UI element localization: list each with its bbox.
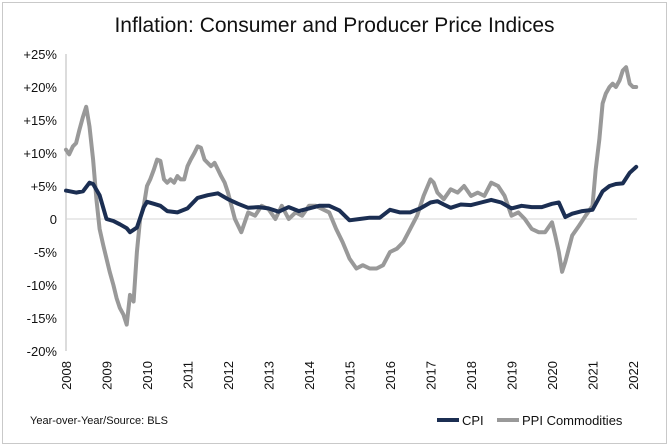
y-tick-label: -10% (27, 278, 58, 293)
x-tick-label: 2009 (99, 361, 114, 390)
x-tick-label: 2019 (504, 361, 519, 390)
x-tick-label: 2015 (342, 361, 357, 390)
y-tick-label: +15% (23, 113, 57, 128)
y-tick-label: 0 (50, 212, 57, 227)
legend-label-cpi: CPI (462, 413, 484, 428)
x-tick-label: 2016 (383, 361, 398, 390)
x-tick-label: 2021 (585, 361, 600, 390)
series-line-cpi (64, 164, 639, 235)
x-tick-label: 2012 (221, 361, 236, 390)
x-tick-label: 2020 (545, 361, 560, 390)
y-tick-label: +5% (31, 179, 58, 194)
y-tick-label: +20% (23, 80, 57, 95)
x-tick-label: 2017 (423, 361, 438, 390)
x-tick-label: 2018 (464, 361, 479, 390)
chart-title: Inflation: Consumer and Producer Price I… (114, 14, 555, 37)
x-tick-label: 2022 (626, 361, 641, 390)
y-tick-label: -20% (27, 344, 58, 359)
x-tick-label: 2013 (261, 361, 276, 390)
source-note: Year-over-Year/Source: BLS (30, 415, 168, 427)
y-tick-label: +10% (23, 146, 57, 161)
y-tick-label: -15% (27, 311, 58, 326)
x-tick-label: 2011 (180, 361, 195, 389)
x-tick-label: 2014 (302, 361, 317, 390)
legend-label-ppi-commodities: PPI Commodities (522, 413, 623, 428)
legend: CPI PPI Commodities (437, 413, 623, 428)
y-tick-label: -5% (34, 245, 58, 260)
x-tick-label: 2010 (140, 361, 155, 390)
x-tick-label: 2008 (59, 361, 74, 390)
y-tick-label: +25% (23, 47, 57, 62)
series-line-ppi-commodities (64, 65, 639, 327)
